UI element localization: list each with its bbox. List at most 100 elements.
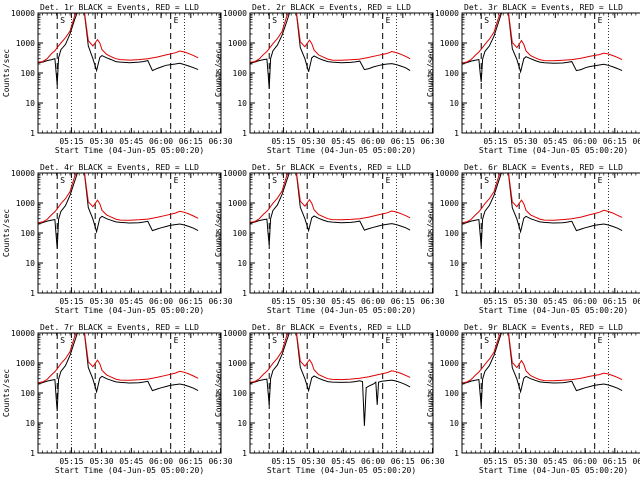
series-line-lld xyxy=(250,13,411,63)
x-tick-label: 05:45 xyxy=(119,137,143,146)
series-line-lld xyxy=(38,173,199,224)
x-axis-label: Start Time (04-Jun-05 05:00:20) xyxy=(55,306,204,315)
series-line-events xyxy=(38,173,199,249)
x-tick-label: 05:15 xyxy=(271,457,295,466)
series-group xyxy=(250,333,411,426)
x-tick-label: 05:30 xyxy=(90,457,114,466)
y-tick-label: 1 xyxy=(454,449,459,458)
x-tick-label: 06:15 xyxy=(391,457,415,466)
y-tick-label: 1 xyxy=(242,289,247,298)
series-line-lld xyxy=(250,173,411,223)
x-tick-label: 06:30 xyxy=(208,297,232,306)
plot-frame xyxy=(461,332,640,454)
plot-frame xyxy=(37,172,222,294)
y-axis-label: Counts/sec xyxy=(426,209,435,257)
series-line-events xyxy=(250,173,411,245)
marker-label: E xyxy=(598,16,603,25)
x-tick-label: 06:00 xyxy=(361,137,385,146)
series-line-events xyxy=(462,333,623,407)
y-tick-label: 10000 xyxy=(223,169,247,178)
series-line-lld xyxy=(462,13,623,64)
marker-label: S xyxy=(484,336,489,345)
y-tick-label: 100 xyxy=(21,229,36,238)
series-group xyxy=(462,173,623,247)
series-line-events xyxy=(250,13,411,89)
x-tick-label: 05:15 xyxy=(59,457,83,466)
chart-title: Det. 1r BLACK = Events, RED = LLD xyxy=(40,3,199,12)
subplot-8: Det. 8r BLACK = Events, RED = LLD Counts/… xyxy=(214,323,445,475)
x-tick-label: 05:45 xyxy=(331,297,355,306)
x-tick-label: 05:30 xyxy=(302,457,326,466)
marker-label: E xyxy=(598,176,603,185)
marker-label: E xyxy=(386,336,391,345)
x-axis-label: Start Time (04-Jun-05 05:00:20) xyxy=(55,146,204,155)
x-axis-label: Start Time (04-Jun-05 05:00:20) xyxy=(267,306,416,315)
x-axis-label: Start Time (04-Jun-05 05:00:20) xyxy=(267,146,416,155)
series-group xyxy=(250,173,411,245)
y-axis-label: Counts/sec xyxy=(214,49,223,97)
x-tick-label: 06:00 xyxy=(149,457,173,466)
x-axis-label: Start Time (04-Jun-05 05:00:20) xyxy=(479,306,628,315)
y-tick-label: 100 xyxy=(233,229,248,238)
series-group xyxy=(38,333,199,412)
x-tick-label: 06:00 xyxy=(361,297,385,306)
y-tick-label: 10000 xyxy=(11,329,35,338)
x-tick-label: 06:30 xyxy=(420,137,444,146)
y-tick-label: 1000 xyxy=(16,199,35,208)
x-tick-label: 06:30 xyxy=(208,137,232,146)
marker-label: E xyxy=(598,336,603,345)
plot-frame xyxy=(461,172,640,294)
x-axis-label: Start Time (04-Jun-05 05:00:20) xyxy=(479,146,628,155)
y-tick-label: 1000 xyxy=(228,199,247,208)
marker-label: S xyxy=(272,336,277,345)
x-tick-label: 05:15 xyxy=(59,297,83,306)
plot-frame xyxy=(249,12,434,134)
y-tick-label: 100 xyxy=(21,69,36,78)
chart-title: Det. 5r BLACK = Events, RED = LLD xyxy=(252,163,411,172)
y-tick-label: 10 xyxy=(237,259,247,268)
x-tick-label: 05:45 xyxy=(331,457,355,466)
y-tick-label: 100 xyxy=(21,389,36,398)
x-tick-label: 05:30 xyxy=(514,457,538,466)
y-tick-label: 1 xyxy=(30,289,35,298)
plot-frame xyxy=(37,12,222,134)
y-tick-label: 1 xyxy=(242,129,247,138)
x-tick-label: 06:00 xyxy=(149,137,173,146)
marker-label: S xyxy=(272,16,277,25)
marker-label: S xyxy=(60,16,65,25)
series-group xyxy=(462,333,623,407)
subplot-3: Det. 3r BLACK = Events, RED = LLD Counts/… xyxy=(426,3,640,155)
subplot-6: Det. 6r BLACK = Events, RED = LLD Counts/… xyxy=(426,163,640,315)
y-tick-label: 10 xyxy=(449,259,459,268)
x-tick-label: 06:30 xyxy=(208,457,232,466)
chart-title: Det. 8r BLACK = Events, RED = LLD xyxy=(252,323,411,332)
x-tick-label: 05:15 xyxy=(271,297,295,306)
x-axis-label: Start Time (04-Jun-05 05:00:20) xyxy=(267,466,416,475)
subplot-5: Det. 5r BLACK = Events, RED = LLD Counts/… xyxy=(214,163,445,315)
marker-label: E xyxy=(386,176,391,185)
x-axis-label: Start Time (04-Jun-05 05:00:20) xyxy=(479,466,628,475)
subplot-2: Det. 2r BLACK = Events, RED = LLD Counts/… xyxy=(214,3,445,155)
x-tick-label: 05:45 xyxy=(119,297,143,306)
subplot-7: Det. 7r BLACK = Events, RED = LLD Counts/… xyxy=(2,323,233,475)
y-tick-label: 1 xyxy=(30,449,35,458)
y-axis-label: Counts/sec xyxy=(426,369,435,417)
x-tick-label: 05:45 xyxy=(543,297,567,306)
x-tick-label: 05:30 xyxy=(302,137,326,146)
x-tick-label: 05:30 xyxy=(514,137,538,146)
y-tick-label: 10000 xyxy=(223,9,247,18)
marker-label: E xyxy=(174,16,179,25)
x-tick-label: 06:15 xyxy=(391,137,415,146)
plot-frame xyxy=(249,332,434,454)
x-tick-label: 05:15 xyxy=(271,137,295,146)
y-tick-label: 1000 xyxy=(440,39,459,48)
x-tick-label: 06:00 xyxy=(149,297,173,306)
x-tick-label: 05:45 xyxy=(119,457,143,466)
x-tick-label: 05:45 xyxy=(543,137,567,146)
y-tick-label: 10 xyxy=(25,99,35,108)
marker-label: E xyxy=(174,336,179,345)
y-axis-label: Counts/sec xyxy=(426,49,435,97)
y-tick-label: 100 xyxy=(233,69,248,78)
x-tick-label: 06:15 xyxy=(391,297,415,306)
